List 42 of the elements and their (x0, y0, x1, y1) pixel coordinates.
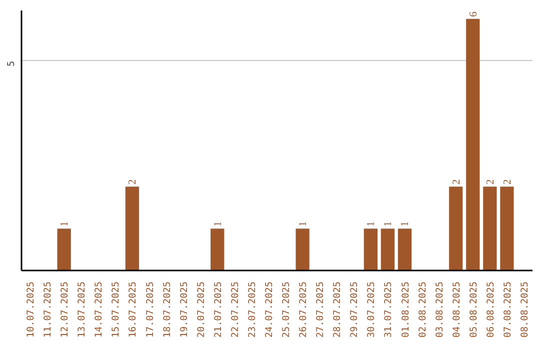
y-tick-label: 5 (6, 60, 17, 66)
data-label: 1 (298, 221, 310, 227)
x-tick-label: 08.08.2025 (519, 281, 530, 338)
data-label: 2 (485, 179, 496, 185)
x-tick-label: 03.08.2025 (434, 281, 446, 338)
x-tick-label: 20.07.2025 (196, 281, 207, 338)
x-tick-label: 02.08.2025 (417, 281, 428, 338)
data-label: 1 (60, 221, 71, 227)
data-label: 2 (502, 179, 514, 185)
x-tick-label: 26.07.2025 (298, 281, 310, 338)
x-tick-label: 27.07.2025 (315, 281, 326, 338)
x-tick-label: 04.08.2025 (451, 281, 462, 338)
data-label: 6 (468, 10, 480, 17)
x-tick-label: 11.07.2025 (42, 281, 54, 338)
x-tick-label: 24.07.2025 (264, 281, 275, 338)
x-tick-label: 29.07.2025 (349, 281, 360, 338)
x-tick-label: 23.07.2025 (246, 281, 258, 338)
x-tick-label: 16.07.2025 (128, 281, 139, 338)
data-label: 2 (451, 179, 462, 185)
x-tick-label: 22.07.2025 (230, 281, 241, 338)
x-tick-label: 25.07.2025 (281, 281, 292, 338)
x-tick-label: 21.07.2025 (212, 281, 224, 338)
x-tick-label: 31.07.2025 (383, 281, 394, 338)
x-tick-label: 05.08.2025 (468, 281, 480, 338)
x-tick-label: 15.07.2025 (110, 281, 122, 338)
data-label: 1 (212, 221, 224, 227)
data-label: 2 (128, 179, 139, 185)
x-tick-label: 10.07.2025 (26, 281, 37, 338)
x-tick-label: 17.07.2025 (144, 281, 156, 338)
x-tick-label: 18.07.2025 (162, 281, 173, 338)
data-label: 1 (400, 221, 412, 227)
data-label: 1 (383, 221, 394, 227)
x-tick-label: 28.07.2025 (332, 281, 344, 338)
x-tick-label: 19.07.2025 (178, 281, 190, 338)
data-label: 1 (366, 221, 378, 227)
x-tick-label: 06.08.2025 (485, 281, 496, 338)
x-tick-label: 13.07.2025 (76, 281, 88, 338)
x-tick-label: 07.08.2025 (502, 281, 514, 338)
x-tick-label: 01.08.2025 (400, 281, 412, 338)
x-tick-label: 30.07.2025 (366, 281, 378, 338)
x-tick-label: 14.07.2025 (94, 281, 105, 338)
x-tick-label: 12.07.2025 (60, 281, 71, 338)
